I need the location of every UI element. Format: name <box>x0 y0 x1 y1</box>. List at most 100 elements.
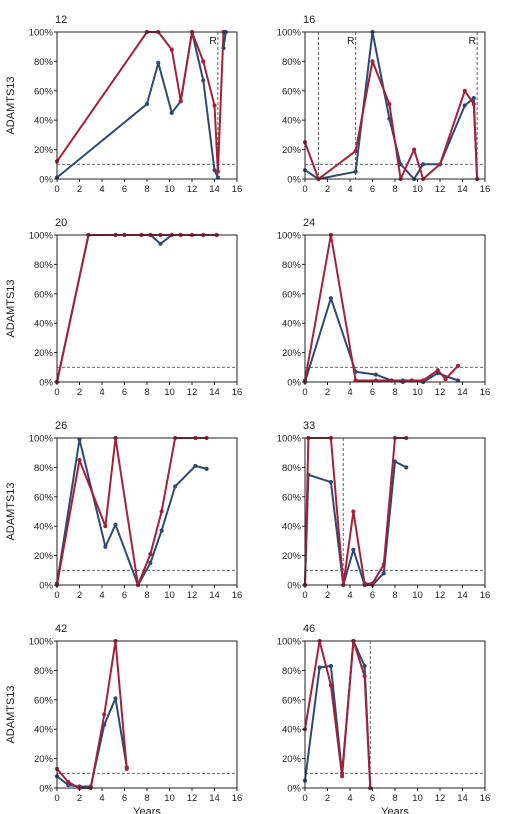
x-tick-label: 10 <box>164 590 175 601</box>
x-tick-label: 14 <box>209 793 220 804</box>
data-point-red <box>437 162 443 167</box>
series-line-blue <box>304 31 479 180</box>
x-tick-label: 10 <box>412 793 423 804</box>
x-tick-label: 10 <box>412 387 423 398</box>
data-point-blue <box>158 241 163 246</box>
plot-frame <box>304 234 486 383</box>
data-point-blue <box>387 116 392 121</box>
panel-33: 33 0% 20% 40% 60% 80% 100% 0 2 4 6 8 10 12 14 16 <box>277 420 491 601</box>
y-axis-title: ADAMTS13 <box>5 279 17 337</box>
x-tick-label: 4 <box>99 793 104 804</box>
x-tick-label: 6 <box>122 184 127 195</box>
y-tick-label: 0% <box>39 175 53 186</box>
data-point-blue <box>328 296 333 301</box>
y-tick-label: 80% <box>282 260 302 271</box>
event-marker-label: R <box>209 35 217 47</box>
data-point-red <box>103 524 108 529</box>
data-point-red <box>124 766 129 771</box>
y-tick-label: 20% <box>282 348 302 359</box>
x-tick-label: 16 <box>480 793 491 804</box>
panel-title: 20 <box>55 217 67 229</box>
panel-24: 240%20%40%60%80%100%0 2 4 6 8 10 12 14 16 <box>277 217 491 398</box>
x-tick-label: 0 <box>302 387 307 398</box>
data-point-blue <box>193 463 198 469</box>
y-axis-title: ADAMTS13 <box>5 76 17 134</box>
x-tick-label: 2 <box>77 387 82 398</box>
x-tick-label: 12 <box>435 387 446 398</box>
panel-title: 24 <box>303 217 315 229</box>
x-tick-label: 2 <box>325 793 330 804</box>
x-tick-label: 4 <box>99 387 104 398</box>
y-tick-label: 20% <box>34 145 54 156</box>
panel-title: 16 <box>303 14 315 26</box>
y-tick-label: 40% <box>34 116 54 127</box>
x-tick-label: 8 <box>144 590 149 601</box>
x-tick-label: 14 <box>209 184 220 195</box>
data-point-red <box>328 683 333 688</box>
x-tick-label: 14 <box>457 793 468 804</box>
x-tick-label: 16 <box>232 387 243 398</box>
x-tick-label: 0 <box>54 590 59 601</box>
series-line-blue <box>56 31 219 179</box>
x-tick-label: 10 <box>412 590 423 601</box>
data-point-red <box>169 47 174 52</box>
y-tick-label: 80% <box>34 463 54 474</box>
y-tick-label: 100% <box>29 637 54 648</box>
data-point-red <box>159 509 164 514</box>
x-tick-label: 2 <box>77 590 82 601</box>
x-tick-label: 16 <box>480 387 491 398</box>
y-tick-label: 100% <box>277 434 302 445</box>
data-point-red <box>353 148 358 154</box>
y-tick-label: 60% <box>34 86 54 97</box>
y-tick-label: 20% <box>282 754 302 765</box>
data-point-blue <box>144 101 150 107</box>
x-tick-label: 12 <box>187 387 198 398</box>
x-tick-label: 6 <box>122 387 127 398</box>
panel-42: 42 0% 20% 40% 60% 80% 100% 0 2 4 6 8 10 12 14 16 ADAMTS1… <box>5 623 242 814</box>
x-tick-label: 6 <box>370 184 375 195</box>
x-tick-label: 4 <box>347 793 352 804</box>
data-point-red <box>387 101 392 107</box>
x-tick-label: 2 <box>325 387 330 398</box>
x-tick-label: 8 <box>392 590 397 601</box>
x-tick-label: 6 <box>370 590 375 601</box>
data-point-blue <box>103 544 108 549</box>
x-tick-label: 12 <box>435 590 446 601</box>
plot-frame <box>304 31 486 180</box>
x-tick-label: 2 <box>325 184 330 195</box>
data-point-red <box>462 88 467 93</box>
y-tick-label: 0% <box>39 581 53 592</box>
data-point-blue <box>398 162 403 167</box>
y-tick-label: 0% <box>287 175 301 186</box>
data-point-blue <box>373 372 378 377</box>
y-tick-label: 0% <box>287 378 301 389</box>
data-point-red <box>455 363 461 368</box>
x-tick-label: 16 <box>232 793 243 804</box>
data-point-blue <box>201 78 206 83</box>
x-tick-label: 0 <box>302 793 307 804</box>
data-point-red <box>412 147 417 152</box>
y-tick-label: 40% <box>282 319 302 330</box>
y-tick-label: 60% <box>282 86 302 97</box>
x-tick-label: 0 <box>54 793 59 804</box>
panel-title: 12 <box>55 14 67 26</box>
series-line-blue <box>56 234 218 383</box>
series-line-blue <box>222 31 227 50</box>
data-point-blue <box>169 110 174 115</box>
x-tick-label: 4 <box>347 387 352 398</box>
series-line-red <box>56 640 128 789</box>
y-tick-label: 60% <box>282 695 302 706</box>
x-tick-label: 12 <box>187 793 198 804</box>
series-line-red <box>304 640 372 789</box>
x-tick-label: 6 <box>370 793 375 804</box>
y-tick-label: 0% <box>39 378 53 389</box>
plot-frame <box>56 640 238 789</box>
x-tick-label: 4 <box>347 590 352 601</box>
x-tick-label: 14 <box>209 387 220 398</box>
panel-20: 20 0% 20% 40% 60% 80% 100% 0 2 4 6 8 10 12 14 16 ADAMTS1… <box>5 217 242 398</box>
data-point-red <box>340 774 345 779</box>
x-tick-label: 16 <box>232 590 243 601</box>
y-tick-label: 40% <box>34 319 54 330</box>
data-point-blue <box>404 465 409 470</box>
